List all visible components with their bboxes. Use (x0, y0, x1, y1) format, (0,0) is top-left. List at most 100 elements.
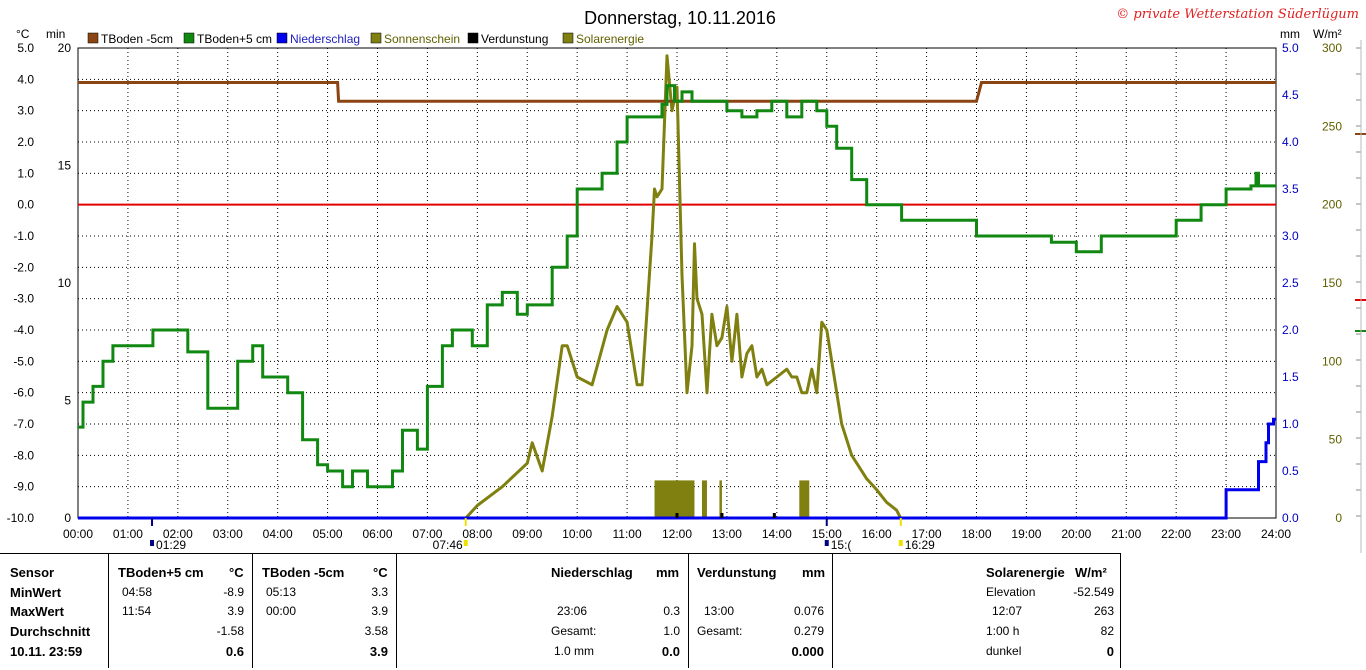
row-label-avg: Durchschnitt (10, 624, 91, 639)
row-label-datetime: 10.11. 23:59 (10, 644, 83, 659)
tb5-max-time: 11:54 (122, 604, 152, 618)
legend-swatch (276, 32, 288, 44)
tbm5-min-time: 05:13 (266, 585, 297, 599)
x-tick: 06:00 (362, 527, 392, 541)
legend-swatch (183, 32, 195, 44)
y-tick-mm: 0.0 (1282, 511, 1299, 525)
y-tick-min: 5 (64, 394, 71, 408)
series-layer (78, 54, 1276, 520)
y-tick-mm: 1.0 (1282, 417, 1299, 431)
y-tick-min: 10 (58, 276, 72, 290)
y-tick-celsius: 1.0 (17, 166, 34, 180)
y-tick-mm: 2.5 (1282, 276, 1299, 290)
y-tick-wm2: 300 (1322, 41, 1342, 55)
legend-swatch (467, 32, 479, 44)
right-wm2-unit: W/m² (1313, 27, 1342, 41)
marker-flag (150, 540, 155, 546)
legend-label: Solarenergie (576, 32, 644, 46)
y-tick-mm: 3.0 (1282, 229, 1299, 243)
tbm5-max-time: 00:00 (266, 604, 297, 618)
solar-hour: 82 (1100, 624, 1114, 638)
y-tick-mm: 2.0 (1282, 323, 1299, 337)
x-tick: 02:00 (163, 527, 193, 541)
tb5-current: 0.6 (225, 644, 244, 659)
verdunstung-mark (675, 513, 679, 518)
legend-label: Sonnenschein (384, 32, 460, 46)
sonnenschein-bar (701, 480, 707, 518)
y-tick-celsius: -3.0 (13, 292, 34, 306)
x-tick: 22:00 (1161, 527, 1191, 541)
nied-max-time: 23:06 (557, 604, 588, 618)
verdunstung-mark (720, 513, 724, 518)
copyright-label: © private Wetterstation Süderlügum (1116, 7, 1359, 22)
y-tick-celsius: 4.0 (17, 72, 34, 86)
y-tick-celsius: 2.0 (17, 135, 34, 149)
solar-title: Solarenergie (986, 565, 1065, 580)
x-tick: 14:00 (762, 527, 792, 541)
y-tick-min: 15 (58, 159, 72, 173)
series-line-solarenergie (464, 54, 902, 520)
tb5-avg: -1.58 (216, 624, 244, 638)
solar-elev: -52.549 (1073, 585, 1114, 599)
solar-state-label: dunkel (986, 644, 1022, 658)
marker-flag (824, 540, 829, 546)
verd-current: 0.000 (791, 644, 824, 659)
nied-max: 0.3 (663, 604, 680, 618)
legend-label: Niederschlag (290, 32, 360, 46)
y-tick-celsius: -9.0 (13, 480, 34, 494)
x-tick: 15:00 (812, 527, 842, 541)
x-tick: 12:00 (662, 527, 692, 541)
x-tick: 11:00 (613, 527, 642, 541)
nied-title: Niederschlag (551, 565, 633, 580)
series-line-niederschlag (78, 417, 1276, 520)
tb5-title: TBoden+5 cm (118, 565, 204, 580)
solar-hour-label: 1:00 h (986, 624, 1020, 638)
y-tick-celsius: -10.0 (7, 511, 35, 525)
y-tick-min: 0 (64, 511, 71, 525)
legend-swatch (370, 32, 382, 44)
row-label-max: MaxWert (10, 604, 64, 619)
tb5-unit: °C (229, 565, 244, 580)
x-tick: 18:00 (961, 527, 991, 541)
tbm5-unit: °C (373, 565, 388, 580)
solar-max: 263 (1093, 604, 1114, 618)
row-label-min: MinWert (10, 585, 62, 600)
y-tick-mm: 3.5 (1282, 182, 1299, 196)
y-tick-wm2: 150 (1322, 276, 1342, 290)
legend-label: Verdunstung (481, 32, 548, 46)
x-tick: 03:00 (213, 527, 243, 541)
x-tick: 21:00 (1111, 527, 1141, 541)
tb5-max: 3.9 (227, 604, 244, 618)
y-tick-celsius: 3.0 (17, 104, 34, 118)
marker-label: 16:29 (905, 538, 935, 552)
solar-unit: W/m² (1075, 565, 1107, 580)
marker-flag (463, 540, 468, 546)
verd-gesamt-label: Gesamt: (697, 624, 743, 638)
y-tick-celsius: -2.0 (13, 260, 34, 274)
y-tick-wm2: 100 (1322, 354, 1342, 368)
verd-max-time: 13:00 (704, 604, 735, 618)
weather-chart: Donnerstag, 10.11.2016 © private Wetters… (7, 7, 1366, 553)
verd-max: 0.076 (793, 604, 824, 618)
nied-last-label: 1.0 mm (554, 644, 595, 658)
y-axis-ticks: 5.0 4.0 3.0 2.0 1.0 0.0 -1.0 -2.0 -3.0 -4.0 -5.0 -6… (7, 41, 1343, 525)
x-tick: 13:00 (712, 527, 742, 541)
nied-unit: mm (656, 565, 680, 580)
y-tick-celsius: -1.0 (13, 229, 34, 243)
solar-current: 0 (1106, 644, 1114, 659)
x-tick: 17:00 (912, 527, 942, 541)
verdunstung-mark (772, 513, 776, 518)
y-tick-wm2: 50 (1329, 433, 1343, 447)
tb5-min-time: 04:58 (122, 585, 153, 599)
series-line-tboden-plus5 (78, 84, 1276, 489)
time-markers: 01:29 07:46 15:(16:29 (150, 518, 935, 552)
chart-title: Donnerstag, 10.11.2016 (584, 8, 776, 28)
y-tick-celsius: -6.0 (13, 386, 34, 400)
left-min-unit: min (46, 27, 65, 41)
legend-label: TBoden -5cm (101, 32, 173, 46)
x-tick: 07:00 (412, 527, 442, 541)
marker-label: 07:46 (433, 538, 463, 552)
right-mm-unit: mm (1280, 27, 1300, 41)
marker-flag (898, 540, 903, 546)
statistics-table: Sensor MinWert MaxWert Durchschnitt 10.1… (0, 553, 1366, 670)
